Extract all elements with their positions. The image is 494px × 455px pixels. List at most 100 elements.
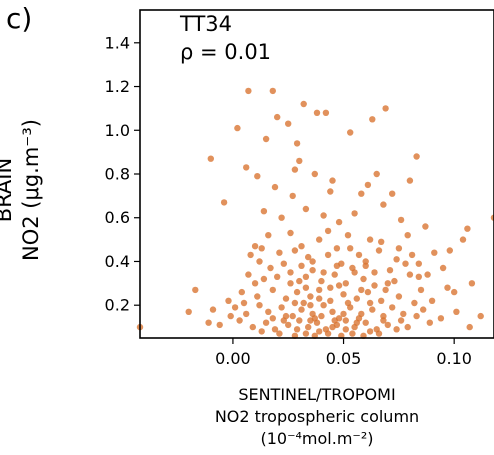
data-point-65 [309,267,316,274]
data-point-140 [384,321,391,329]
data-point-112 [320,302,327,309]
data-point-124 [205,319,212,326]
data-point-201 [227,312,234,320]
scatter-points [136,87,494,339]
data-point-179 [316,328,323,335]
data-point-158 [331,317,338,324]
data-point-52 [276,249,283,256]
data-point-156 [318,312,325,320]
data-point-206 [362,258,369,265]
data-point-126 [236,317,243,324]
data-point-199 [251,280,259,287]
data-point-125 [216,321,223,329]
data-point-41 [265,232,272,239]
data-point-77 [331,271,338,278]
data-point-94 [327,297,334,304]
x-axis-label: SENTINEL/TROPOMI NO2 tropospheric column… [140,384,494,450]
data-point-53 [291,247,299,254]
data-point-107 [265,308,272,315]
data-point-193 [428,297,436,304]
data-point-104 [231,304,239,311]
data-point-35 [335,218,343,226]
correlation-annotation: ρ = 0.01 [180,40,272,64]
data-point-18 [291,166,299,173]
data-point-37 [380,201,387,208]
data-point-194 [439,264,447,272]
x-axis-label-line-3: (10⁻⁴mol.m⁻²) [260,429,374,448]
data-point-61 [256,258,263,265]
data-point-14 [347,129,354,136]
data-point-192 [413,312,420,320]
x-axis-label-line-2: NO2 tropospheric column [214,407,420,426]
data-point-92 [307,293,314,300]
data-point-101 [451,288,458,296]
data-point-10 [207,155,214,162]
data-point-57 [375,247,383,254]
data-point-110 [298,306,305,313]
data-point-75 [302,273,310,280]
data-point-13 [296,157,303,165]
data-point-76 [318,277,325,285]
data-point-15 [413,153,420,160]
series-annotation: TT34 [180,12,233,36]
data-point-8 [369,116,376,123]
data-point-1 [269,87,276,95]
data-point-43 [316,236,323,243]
data-point-165 [340,310,347,318]
data-point-100 [411,299,418,307]
data-point-127 [249,323,256,331]
data-point-177 [324,251,332,259]
data-point-74 [287,280,294,287]
data-point-69 [386,267,394,274]
data-point-73 [274,273,281,280]
data-point-87 [238,288,245,296]
data-point-31 [260,208,268,215]
data-point-63 [280,260,287,267]
data-point-185 [366,328,374,335]
data-point-86 [225,297,232,304]
data-point-7 [234,124,241,132]
data-point-29 [389,190,396,197]
y-axis: 0.2 0.4 0.6 0.8 1.0 1.2 1.4 [105,33,140,315]
data-point-60 [431,249,438,256]
data-point-22 [406,177,414,184]
data-point-200 [240,299,248,307]
data-point-141 [404,323,411,331]
data-point-181 [342,326,349,333]
data-point-80 [371,282,378,289]
data-point-36 [351,210,358,217]
data-point-5 [274,113,281,121]
y-tick-label: 1.2 [105,77,130,96]
data-point-62 [267,264,274,272]
data-point-202 [384,280,391,287]
data-point-121 [420,306,427,313]
data-point-170 [351,269,358,276]
data-point-88 [254,293,261,300]
x-axis: 0.00 0.05 0.10 [215,338,472,368]
data-point-117 [369,306,376,313]
data-point-128 [262,319,270,326]
data-point-6 [285,120,292,127]
data-point-93 [316,286,323,294]
data-point-50 [247,251,254,259]
data-point-187 [380,317,387,324]
data-point-84 [468,280,476,287]
data-point-167 [382,286,389,294]
data-point-85 [192,286,199,294]
data-point-131 [296,317,303,324]
data-point-204 [333,262,341,269]
data-point-12 [293,140,301,147]
data-point-28 [364,181,372,189]
data-point-191 [397,317,405,324]
data-point-3 [313,109,321,117]
data-point-55 [333,245,341,252]
data-point-19 [311,170,318,178]
data-point-205 [298,243,305,250]
data-point-70 [402,260,409,267]
data-point-59 [408,251,416,259]
y-tick-label: 1.4 [105,33,130,52]
y-axis-label-line-1: BRAIN [0,157,16,223]
x-axis-label-line-1: SENTINEL/TROPOMI [238,385,396,404]
data-point-209 [415,260,422,267]
